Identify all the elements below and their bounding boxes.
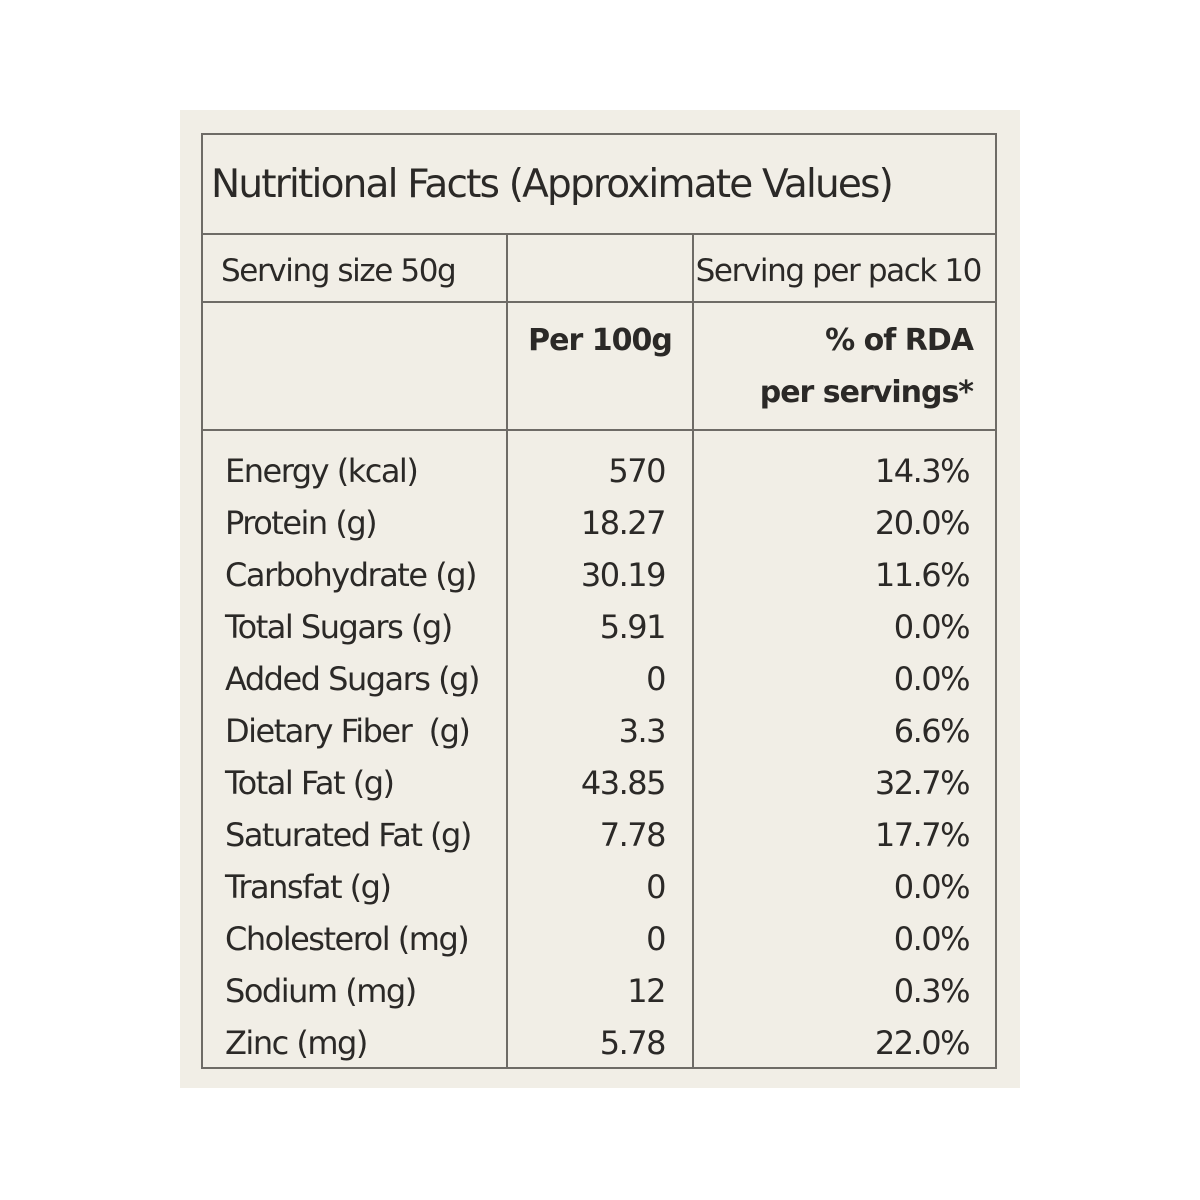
nutrient-name: Saturated Fat (g) xyxy=(225,816,472,854)
per-100g-value: 3.3 xyxy=(618,712,667,750)
nutrient-name: Sodium (mg) xyxy=(225,972,417,1010)
nutrient-name: Dietary Fiber (g) xyxy=(225,712,471,750)
label-photo xyxy=(180,110,1020,1088)
table-row: Cholesterol (mg) 0 0.0% xyxy=(203,913,995,965)
table-row: Zinc (mg) 5.78 22.0% xyxy=(203,1017,995,1069)
per-100g-value: 7.78 xyxy=(599,816,667,854)
serving-per-pack: Serving per pack 10 xyxy=(695,253,983,289)
table-row: Transfat (g) 0 0.0% xyxy=(203,861,995,913)
column-header-rda: % of RDA per servings* xyxy=(759,315,974,419)
per-100g-value: 18.27 xyxy=(580,504,667,542)
table-row: Saturated Fat (g) 7.78 17.7% xyxy=(203,809,995,861)
table-row: Added Sugars (g) 0 0.0% xyxy=(203,653,995,705)
rda-percent: 20.0% xyxy=(874,504,971,542)
rda-percent: 0.0% xyxy=(893,868,971,906)
nutrient-name: Cholesterol (mg) xyxy=(225,920,470,958)
per-100g-value: 12 xyxy=(627,972,666,1010)
nutrient-name: Total Fat (g) xyxy=(225,764,395,802)
nutrient-rows: Energy (kcal) 570 14.3% Protein (g) 18.2… xyxy=(203,445,995,1069)
table-row: Dietary Fiber (g) 3.3 6.6% xyxy=(203,705,995,757)
rda-percent: 14.3% xyxy=(874,452,971,490)
column-header-rda-line2: per servings* xyxy=(759,375,974,410)
rda-percent: 6.6% xyxy=(893,712,971,750)
per-100g-value: 0 xyxy=(646,920,666,958)
row-divider-serving xyxy=(203,301,995,303)
nutrient-name: Energy (kcal) xyxy=(225,452,419,490)
serving-size: Serving size 50g xyxy=(221,253,457,289)
column-divider-1 xyxy=(506,235,508,1067)
rda-percent: 11.6% xyxy=(874,556,971,594)
table-row: Protein (g) 18.27 20.0% xyxy=(203,497,995,549)
nutrient-name: Total Sugars (g) xyxy=(225,608,453,646)
nutrient-name: Zinc (mg) xyxy=(225,1024,368,1062)
rda-percent: 0.3% xyxy=(893,972,971,1010)
nutrition-facts-table: Nutritional Facts (Approximate Values) S… xyxy=(201,133,997,1069)
row-divider-header xyxy=(203,429,995,431)
per-100g-value: 0 xyxy=(646,660,666,698)
nutrient-name: Added Sugars (g) xyxy=(225,660,480,698)
per-100g-value: 5.78 xyxy=(599,1024,667,1062)
column-divider-2 xyxy=(692,235,694,1067)
per-100g-value: 30.19 xyxy=(580,556,667,594)
rda-percent: 22.0% xyxy=(874,1024,971,1062)
rda-percent: 32.7% xyxy=(874,764,971,802)
rda-percent: 0.0% xyxy=(893,920,971,958)
table-title: Nutritional Facts (Approximate Values) xyxy=(203,135,995,235)
per-100g-value: 0 xyxy=(646,868,666,906)
nutrient-name: Protein (g) xyxy=(225,504,378,542)
per-100g-value: 43.85 xyxy=(580,764,667,802)
column-header-rda-line1: % of RDA xyxy=(825,323,974,358)
table-row: Total Fat (g) 43.85 32.7% xyxy=(203,757,995,809)
table-row: Sodium (mg) 12 0.3% xyxy=(203,965,995,1017)
table-row: Carbohydrate (g) 30.19 11.6% xyxy=(203,549,995,601)
per-100g-value: 5.91 xyxy=(599,608,667,646)
table-row: Energy (kcal) 570 14.3% xyxy=(203,445,995,497)
rda-percent: 0.0% xyxy=(893,660,971,698)
rda-percent: 0.0% xyxy=(893,608,971,646)
table-row: Total Sugars (g) 5.91 0.0% xyxy=(203,601,995,653)
nutrient-name: Transfat (g) xyxy=(225,868,392,906)
column-header-per-100g: Per 100g xyxy=(528,323,673,358)
per-100g-value: 570 xyxy=(608,452,666,490)
nutrient-name: Carbohydrate (g) xyxy=(225,556,477,594)
rda-percent: 17.7% xyxy=(874,816,971,854)
